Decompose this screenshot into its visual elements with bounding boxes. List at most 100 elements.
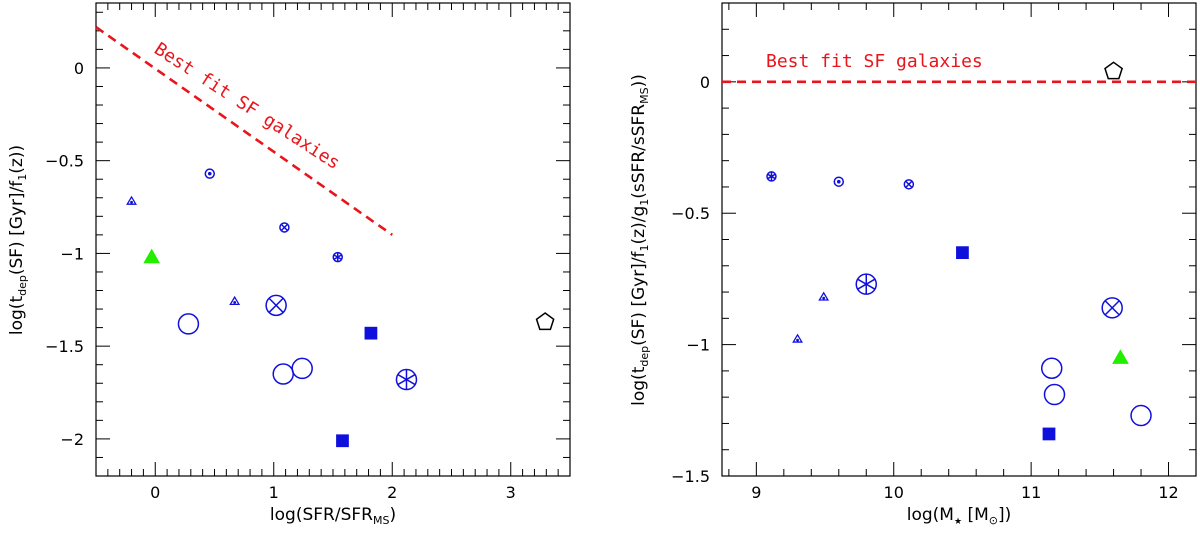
right-ytick-label-1: −1 xyxy=(686,336,710,355)
marker-triangle-filled xyxy=(143,248,161,264)
right-ylabel-p5: )) xyxy=(629,74,649,87)
left-plot-frame xyxy=(95,2,571,477)
left-fit-label: Best fit SF galaxies xyxy=(150,39,343,174)
right-point-circle xyxy=(1040,357,1063,380)
right-point-triangle-dot xyxy=(792,333,803,343)
left-point-pentagon xyxy=(535,312,555,331)
left-ylabel-sub1: dep xyxy=(16,275,29,296)
left-ytick-label-0: −2 xyxy=(60,430,84,449)
right-point-circle-dot xyxy=(833,176,845,187)
right-point-square-filled xyxy=(956,246,969,260)
right-panel: 9 10 11 12 −1.5 −1 −0.5 0 Best fit SF ga… xyxy=(629,2,1197,527)
right-xlabel-star: ★ xyxy=(954,517,962,527)
left-point-triangle-dot xyxy=(126,195,137,205)
left-ytick-label-3: −0.5 xyxy=(45,152,84,171)
marker-circle xyxy=(279,222,290,233)
marker-cross xyxy=(268,297,284,313)
right-ytick-label-0: −1.5 xyxy=(671,467,710,486)
marker-triangle xyxy=(126,195,137,205)
left-ytick-label-4: 0 xyxy=(74,59,84,78)
left-minor-ticks xyxy=(95,3,571,477)
right-x-axis-label: log(M★ [M⊙]) xyxy=(907,505,1012,527)
right-ylabel-p1: log(t xyxy=(629,366,649,406)
marker-asterisk xyxy=(397,373,416,386)
right-point-square-filled xyxy=(1042,427,1056,441)
left-ylabel-p3: (z)) xyxy=(7,145,27,174)
right-y-axis-label: log(tdep(SF) [Gyr]/f1(z)/g1(sSFR/sSFRMS)… xyxy=(629,74,651,406)
marker-circle xyxy=(204,168,216,179)
left-point-circle-asterisk xyxy=(395,368,418,391)
right-xlabel-sun: ⊙ xyxy=(989,514,998,527)
left-ytick-labels: −2 −1.5 −1 −0.5 0 xyxy=(45,59,84,449)
right-ytick-label-3: 0 xyxy=(700,73,710,92)
left-ytick-label-1: −1.5 xyxy=(45,337,84,356)
left-xtick-label-1: 1 xyxy=(269,483,279,502)
right-point-circle xyxy=(1043,383,1066,406)
right-ytick-labels: −1.5 −1 −0.5 0 xyxy=(671,73,710,486)
marker-square xyxy=(1042,427,1056,441)
right-point-circle xyxy=(1130,404,1152,427)
left-point-circle xyxy=(272,363,294,385)
left-point-circle-cross xyxy=(279,222,290,233)
right-ylabel-p2: (SF) [Gyr]/f xyxy=(629,250,649,345)
right-ylabel-p3: (z)/g xyxy=(629,206,649,245)
marker-dot xyxy=(822,296,826,300)
marker-dot xyxy=(233,301,237,304)
right-point-circle-asterisk xyxy=(855,273,878,295)
marker-circle xyxy=(265,294,287,317)
marker-circle xyxy=(1043,383,1066,406)
right-xtick-label-0: 9 xyxy=(751,483,761,502)
marker-circle xyxy=(1040,357,1063,380)
right-point-circle-asterisk xyxy=(766,171,777,182)
right-point-triangle-dot xyxy=(818,291,830,301)
left-points xyxy=(126,168,555,448)
right-major-ticks xyxy=(722,3,1196,477)
left-point-circle-asterisk xyxy=(332,251,343,263)
right-ylabel-sub2: 1 xyxy=(638,244,651,251)
right-ylabel-sub4: MS xyxy=(638,87,651,103)
left-ylabel-p1: log(t xyxy=(7,296,27,336)
left-point-circle-dot xyxy=(204,168,216,179)
marker-pentagon xyxy=(1104,61,1124,80)
left-ylabel-sub2: 1 xyxy=(16,174,29,181)
marker-cross xyxy=(1104,300,1120,316)
marker-cross xyxy=(280,223,289,232)
right-ylabel-sub1: dep xyxy=(638,346,651,367)
right-ytick-label-2: −0.5 xyxy=(671,204,710,223)
left-panel: 0 1 2 3 −2 −1.5 −1 −0.5 0 Best fit SF ga… xyxy=(7,2,571,527)
marker-circle xyxy=(1101,297,1123,319)
right-xlabel-close: ]) xyxy=(998,505,1011,525)
left-ytick-label-2: −1 xyxy=(60,244,84,263)
marker-triangle xyxy=(818,291,830,301)
marker-square xyxy=(364,326,378,340)
right-minor-ticks xyxy=(722,2,1197,476)
marker-circle xyxy=(177,313,200,335)
left-x-axis-label: log(SFR/SFRMS) xyxy=(270,505,396,527)
left-point-square-filled xyxy=(364,326,378,340)
left-point-circle xyxy=(291,357,313,380)
marker-cross xyxy=(905,180,913,189)
right-xlabel-mid: [M xyxy=(962,505,989,525)
left-xtick-labels: 0 1 2 3 xyxy=(150,483,516,502)
left-point-triangle-dot xyxy=(229,295,241,305)
left-xtick-label-0: 0 xyxy=(150,483,160,502)
marker-asterisk xyxy=(767,173,776,180)
marker-triangle xyxy=(792,333,803,343)
marker-circle xyxy=(1130,404,1152,427)
left-major-ticks xyxy=(96,3,570,476)
right-points xyxy=(766,61,1152,441)
marker-square xyxy=(336,434,349,448)
marker-triangle xyxy=(229,295,241,305)
marker-dot xyxy=(796,338,799,342)
left-ylabel-p2: (SF) [Gyr]/f xyxy=(7,180,27,275)
right-xlabel-main: log(M xyxy=(907,505,954,525)
right-ylabel-p4: (sSFR/sSFR xyxy=(629,104,649,199)
left-xlabel-sub: MS xyxy=(373,514,389,527)
right-xtick-label-1: 10 xyxy=(884,483,904,502)
marker-asterisk xyxy=(333,254,343,261)
right-point-pentagon xyxy=(1104,61,1124,80)
right-fit-label: Best fit SF galaxies xyxy=(766,51,983,72)
left-fit-line xyxy=(95,26,393,236)
left-xtick-label-3: 3 xyxy=(506,483,516,502)
right-point-circle-cross xyxy=(903,179,915,190)
